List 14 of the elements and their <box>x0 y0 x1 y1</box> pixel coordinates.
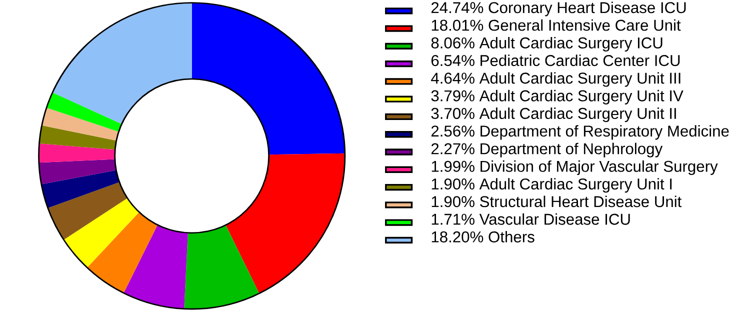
legend-label: 8.06% Adult Cardiac Surgery ICU <box>431 37 662 52</box>
legend-label: 3.70% Adult Cardiac Surgery Unit II <box>431 108 676 122</box>
legend-label: 4.64% Adult Cardiac Surgery Unit III <box>431 72 680 87</box>
legend-label: 18.20% Others <box>432 231 534 242</box>
legend-label: 1.99% Division of Major Vascular Surgery <box>432 160 718 176</box>
legend-label: 18.01% General Intensive Care Unit <box>432 19 681 31</box>
legend-label: 1.90% Adult Cardiac Surgery Unit I <box>432 178 672 193</box>
legend-label: 1.90% Structural Heart Disease Unit <box>432 196 682 208</box>
legend-label: 6.54% Pediatric Cardiac Center ICU <box>431 54 680 66</box>
legend-label: 24.74% Coronary Heart Disease ICU <box>431 2 686 16</box>
legend-label: 2.27% Department of Nephrology <box>431 142 663 158</box>
legend-label: 3.79% Adult Cardiac Surgery Unit IV <box>431 90 684 104</box>
legend-label: 2.56% Department of Respiratory Medicine <box>431 125 729 140</box>
legend-label: 1.71% Vascular Disease ICU <box>432 213 630 225</box>
